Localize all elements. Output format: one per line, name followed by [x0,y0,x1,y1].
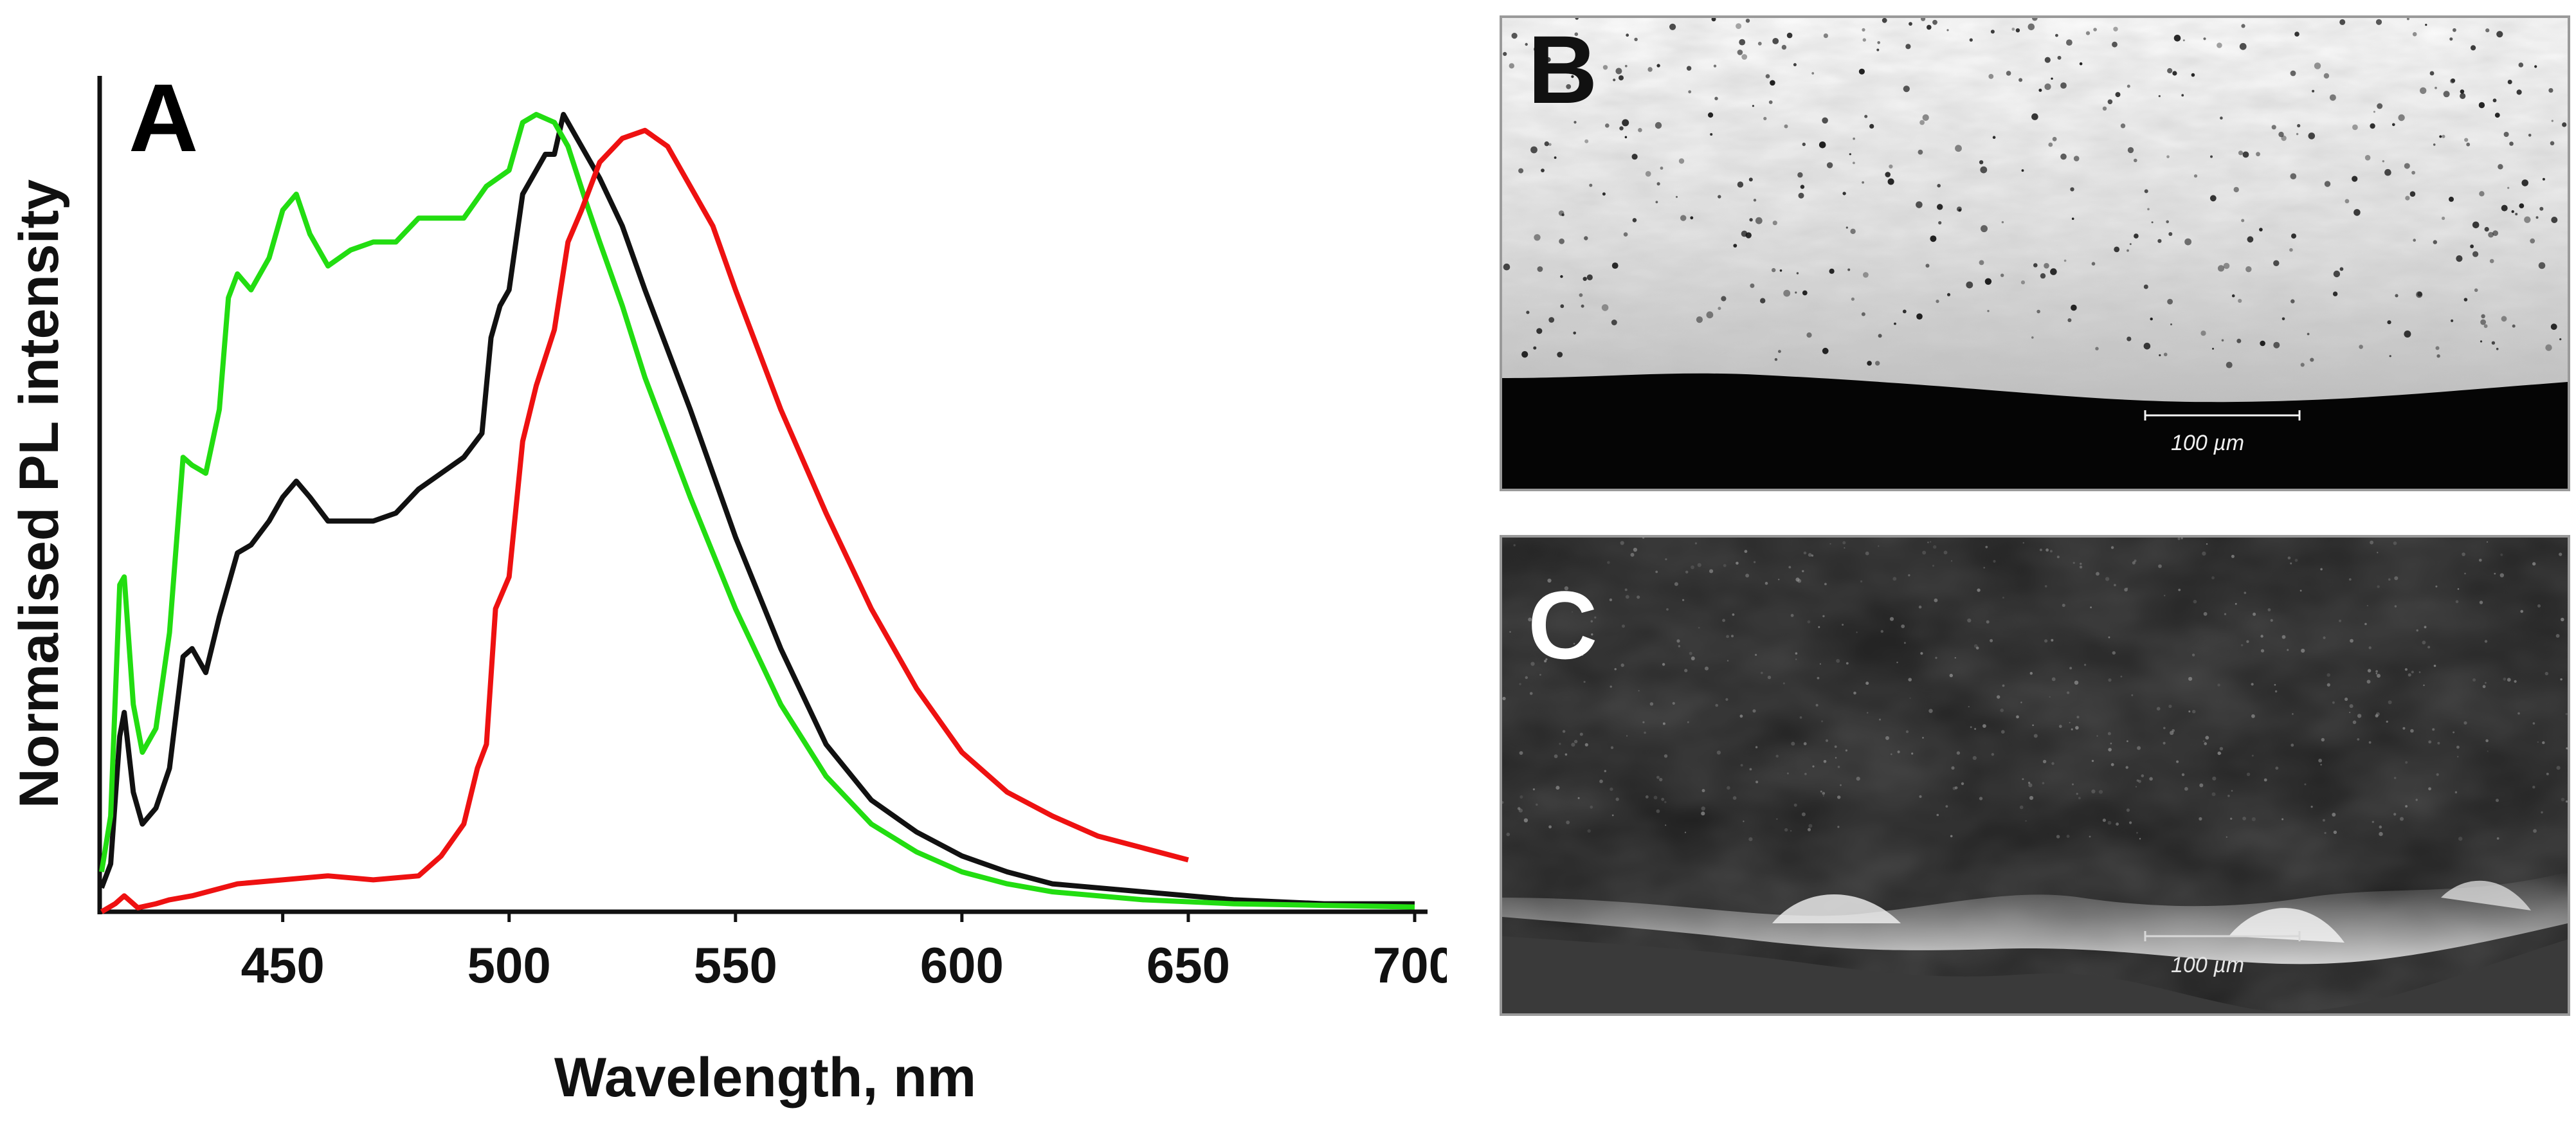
micrograph-b-image: 100 µm [1502,18,2568,489]
x-tick-label: 500 [467,937,551,993]
x-tick-label: 450 [241,937,325,993]
panel-a-letter: A [129,64,198,172]
scale-bar-c-label: 100 µm [2171,953,2244,977]
micrograph-c: 100 µm C [1500,535,2570,1016]
micrograph-c-image: 100 µm [1502,538,2568,1013]
scale-bar-b-label: 100 µm [2171,431,2244,455]
y-axis-title: Normalised PL intensity [8,179,70,808]
pl-spectrum-chart: A 450 500 550 600 650 700 Wavelength, nm Norm… [8,64,1447,1108]
series-line-2 [99,112,1415,910]
micrograph-b: 100 µm B [1500,15,2570,491]
panel-c-letter: C [1528,571,1598,679]
series-line-1 [99,112,1415,907]
panel-b-letter: B [1528,15,1598,123]
x-tick-label: 650 [1147,937,1230,993]
x-tick-label: 700 [1373,937,1447,993]
x-tick-label: 550 [694,937,777,993]
series-line-3 [100,127,1189,914]
x-axis-title: Wavelength, nm [554,1047,976,1108]
series-layer [99,112,1415,914]
x-tick-label: 600 [920,937,1004,993]
tick-layer: 450 500 550 600 650 700 [241,912,1447,993]
